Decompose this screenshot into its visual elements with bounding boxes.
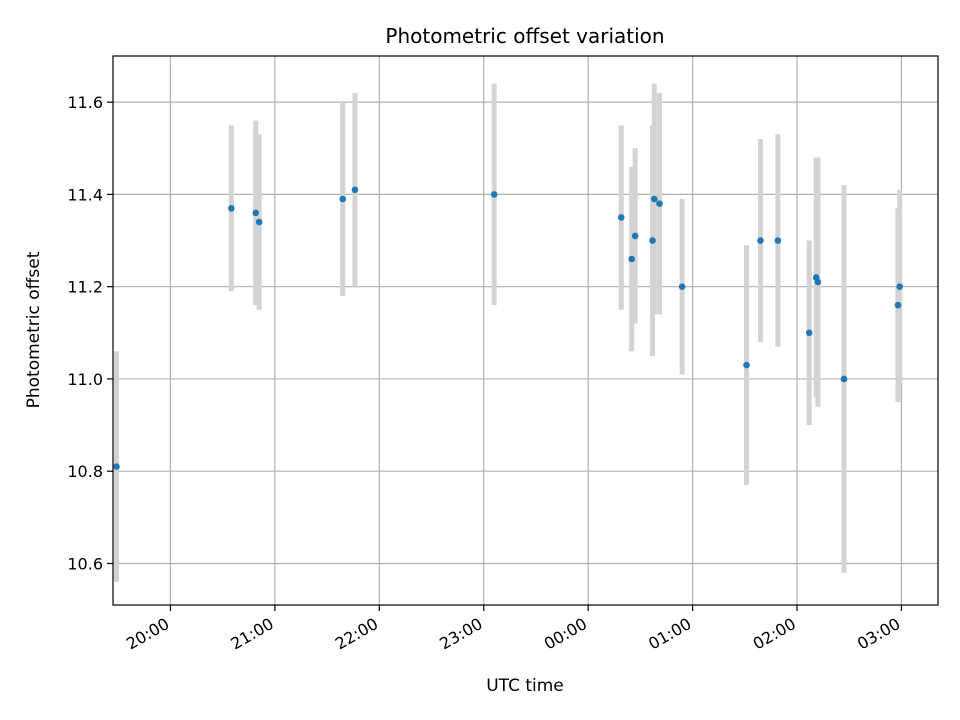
error-bars (113, 83, 903, 582)
y-axis-title: Photometric offset (24, 251, 44, 408)
grid-lines (113, 56, 938, 605)
y-tick-label: 10.8 (67, 462, 103, 481)
y-tick-label: 11.6 (67, 93, 103, 112)
y-axis-ticks: 10.6 10.8 11.0 11.2 11.4 11.6 (67, 93, 113, 573)
x-tick-label: 02:00 (750, 614, 799, 654)
x-tick-label: 20:00 (123, 614, 172, 654)
data-point (113, 463, 120, 470)
data-points (113, 186, 904, 470)
chart-title: Photometric offset variation (385, 24, 664, 48)
data-point (649, 237, 656, 244)
data-point (757, 237, 764, 244)
data-point (490, 191, 498, 198)
data-point (894, 301, 902, 309)
data-point (351, 186, 359, 194)
data-point (228, 204, 235, 212)
y-tick-label: 10.6 (67, 554, 103, 573)
y-tick-label: 11.0 (67, 370, 103, 389)
data-point (617, 214, 625, 221)
data-point (650, 195, 658, 203)
x-tick-label: 03:00 (854, 614, 903, 654)
data-point (840, 375, 848, 383)
data-point (814, 278, 822, 286)
data-point (678, 283, 686, 290)
data-point (805, 329, 813, 337)
x-tick-label: 21:00 (227, 614, 276, 654)
data-point (252, 209, 260, 217)
data-point (339, 195, 347, 203)
y-tick-label: 11.4 (67, 185, 103, 204)
x-axis-title: UTC time (486, 676, 564, 696)
data-point (255, 218, 263, 226)
data-point (631, 232, 639, 240)
y-tick-label: 11.2 (67, 278, 103, 297)
x-tick-label: 00:00 (541, 614, 590, 654)
data-point (628, 255, 635, 263)
x-tick-label: 22:00 (332, 614, 381, 654)
data-point (774, 237, 782, 244)
x-tick-label: 23:00 (436, 614, 485, 654)
plot-area-frame (112, 55, 939, 606)
data-point (896, 283, 904, 290)
data-point (656, 200, 663, 207)
x-tick-label: 01:00 (645, 614, 694, 654)
data-point (743, 361, 750, 369)
x-axis-ticks: 20:00 21:00 22:00 23:00 00:00 01:00 02:00 03:00 (123, 605, 903, 654)
